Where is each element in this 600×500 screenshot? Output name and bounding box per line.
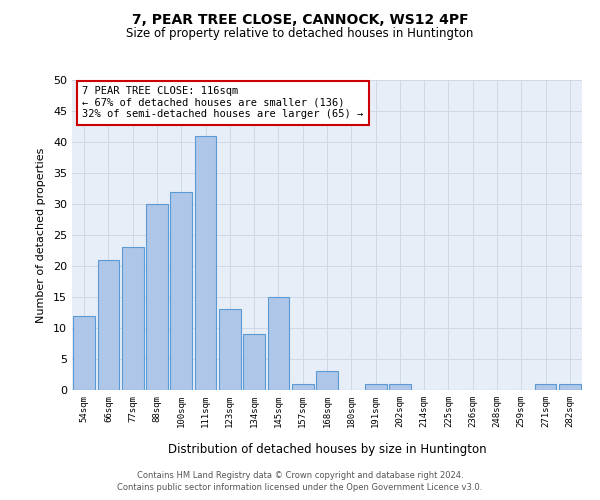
Y-axis label: Number of detached properties: Number of detached properties	[36, 148, 46, 322]
Bar	[243, 334, 265, 390]
Bar	[194, 136, 217, 390]
Text: 7 PEAR TREE CLOSE: 116sqm
← 67% of detached houses are smaller (136)
32% of semi: 7 PEAR TREE CLOSE: 116sqm ← 67% of detac…	[82, 86, 364, 120]
Bar	[268, 297, 289, 390]
Bar	[73, 316, 95, 390]
Bar	[219, 310, 241, 390]
Bar	[170, 192, 192, 390]
Text: Distribution of detached houses by size in Huntington: Distribution of detached houses by size …	[167, 442, 487, 456]
Bar	[365, 384, 386, 390]
Text: Contains HM Land Registry data © Crown copyright and database right 2024.: Contains HM Land Registry data © Crown c…	[137, 471, 463, 480]
Bar	[146, 204, 168, 390]
Text: Contains public sector information licensed under the Open Government Licence v3: Contains public sector information licen…	[118, 484, 482, 492]
Bar	[559, 384, 581, 390]
Bar	[292, 384, 314, 390]
Text: 7, PEAR TREE CLOSE, CANNOCK, WS12 4PF: 7, PEAR TREE CLOSE, CANNOCK, WS12 4PF	[131, 12, 469, 26]
Bar	[535, 384, 556, 390]
Text: Size of property relative to detached houses in Huntington: Size of property relative to detached ho…	[127, 28, 473, 40]
Bar	[97, 260, 119, 390]
Bar	[389, 384, 411, 390]
Bar	[122, 248, 143, 390]
Bar	[316, 372, 338, 390]
